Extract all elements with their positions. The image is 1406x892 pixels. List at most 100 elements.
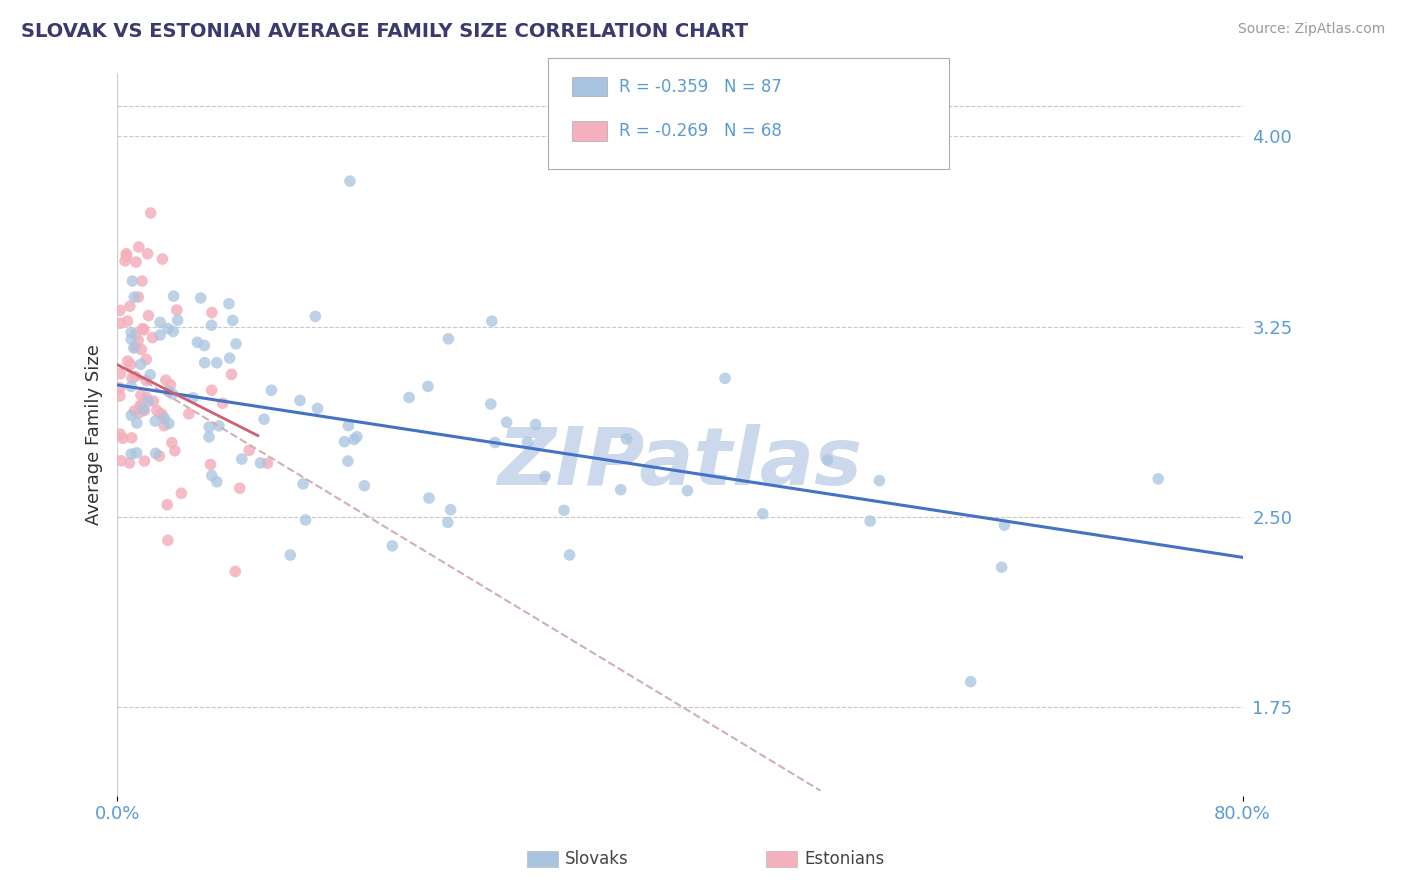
Point (418, 491, 440, 505)
Text: Source: ZipAtlas.com: Source: ZipAtlas.com (1237, 22, 1385, 37)
Point (121, 431, 143, 445)
Point (249, 456, 271, 470)
Point (190, 291, 212, 305)
Point (115, 246, 138, 260)
Point (436, 516, 458, 530)
Point (139, 368, 162, 382)
Point (127, 290, 149, 304)
Point (108, 303, 131, 318)
Point (118, 456, 141, 470)
Text: Slovaks: Slovaks (565, 850, 628, 868)
Point (194, 356, 217, 370)
Point (218, 297, 240, 311)
Point (616, 432, 638, 446)
Point (115, 249, 138, 263)
Point (346, 430, 368, 444)
Point (868, 474, 890, 488)
Point (181, 391, 204, 405)
Text: ZIPatlas: ZIPatlas (498, 425, 862, 502)
Point (208, 418, 231, 433)
Point (132, 323, 155, 337)
Point (162, 387, 184, 401)
Point (138, 309, 160, 323)
Point (609, 483, 631, 497)
Point (150, 408, 173, 422)
Point (225, 336, 247, 351)
Point (959, 674, 981, 689)
Point (159, 378, 181, 392)
Point (124, 369, 146, 384)
Point (146, 403, 169, 417)
Point (110, 454, 132, 468)
Point (170, 486, 193, 500)
Point (120, 379, 142, 393)
Point (817, 453, 839, 467)
Point (479, 397, 502, 411)
Point (993, 518, 1015, 533)
Point (256, 456, 278, 470)
Point (125, 255, 148, 269)
Point (288, 393, 311, 408)
Point (218, 351, 240, 365)
Point (990, 560, 1012, 574)
Point (353, 478, 375, 492)
Point (117, 354, 139, 368)
Point (177, 407, 200, 421)
Point (198, 430, 221, 444)
Point (224, 565, 246, 579)
Point (156, 533, 179, 548)
Point (136, 246, 159, 260)
Point (439, 502, 461, 516)
Point (118, 299, 141, 313)
Point (336, 454, 359, 468)
Point (135, 390, 157, 404)
Point (132, 321, 155, 335)
Point (481, 314, 503, 328)
Point (198, 420, 221, 434)
Point (142, 394, 165, 409)
Point (205, 356, 228, 370)
Point (292, 476, 315, 491)
Point (129, 398, 152, 412)
Point (163, 443, 186, 458)
Point (495, 415, 517, 429)
Point (157, 417, 180, 431)
Point (145, 446, 167, 460)
Point (524, 417, 547, 432)
Point (193, 338, 215, 352)
Point (201, 305, 224, 319)
Point (752, 507, 775, 521)
Point (156, 321, 179, 335)
Point (221, 368, 243, 382)
Point (676, 483, 699, 498)
Point (125, 416, 148, 430)
Point (231, 452, 253, 467)
Point (201, 383, 224, 397)
Point (125, 446, 148, 460)
Point (135, 374, 157, 388)
Point (138, 394, 160, 409)
Point (148, 449, 170, 463)
Point (205, 475, 228, 489)
Point (162, 325, 184, 339)
Point (108, 316, 131, 330)
Point (134, 403, 156, 417)
Point (437, 332, 460, 346)
Point (132, 402, 155, 417)
Point (114, 253, 136, 268)
Point (120, 447, 142, 461)
Point (157, 384, 180, 399)
Point (211, 396, 233, 410)
Point (120, 358, 142, 372)
Point (124, 326, 146, 341)
Point (127, 334, 149, 348)
Point (1147, 472, 1170, 486)
Text: SLOVAK VS ESTONIAN AVERAGE FAMILY SIZE CORRELATION CHART: SLOVAK VS ESTONIAN AVERAGE FAMILY SIZE C… (21, 22, 748, 41)
Point (343, 433, 366, 447)
Point (153, 418, 176, 433)
Point (222, 313, 245, 327)
Text: R = -0.269   N = 68: R = -0.269 N = 68 (619, 122, 782, 140)
Point (149, 328, 172, 343)
Point (117, 314, 139, 328)
Point (129, 388, 152, 402)
